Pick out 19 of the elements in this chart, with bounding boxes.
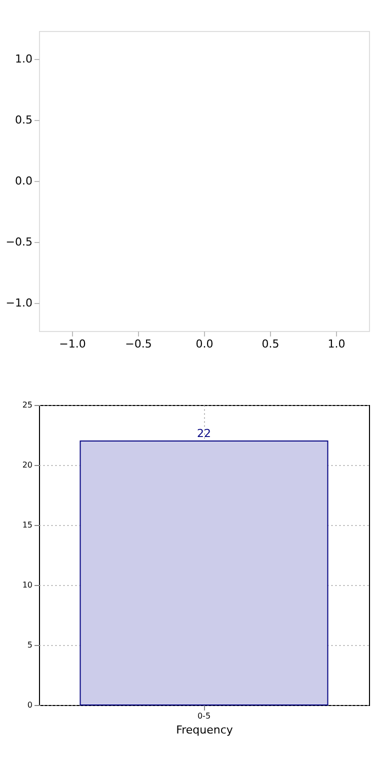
x-tick-label: 0.5 <box>262 338 280 350</box>
x-axis-title: Frequency <box>176 724 234 736</box>
x-tick-label: 1.0 <box>328 338 346 350</box>
y-tick-label: 15 <box>22 520 32 530</box>
y-tick-label: 0.5 <box>15 114 32 127</box>
y-tick-label: 25 <box>22 400 32 410</box>
y-tick-label: 0.0 <box>15 174 32 188</box>
y-tick-label: 5 <box>27 640 32 650</box>
x-tick-label: 0.0 <box>196 338 214 350</box>
y-tick-label: −0.5 <box>6 235 32 248</box>
y-tick-label: 0 <box>27 700 32 710</box>
x-tick-label: 0-5 <box>197 712 211 720</box>
x-tick-label: −1.0 <box>59 338 86 350</box>
x-tick-label: −0.5 <box>125 338 152 350</box>
y-tick-label: −1.0 <box>6 296 32 310</box>
data-label: 22 <box>197 427 211 440</box>
y-tick-label: 20 <box>22 460 32 470</box>
y-tick-label: 1.0 <box>15 52 32 66</box>
y-tick-label: 10 <box>22 580 32 590</box>
